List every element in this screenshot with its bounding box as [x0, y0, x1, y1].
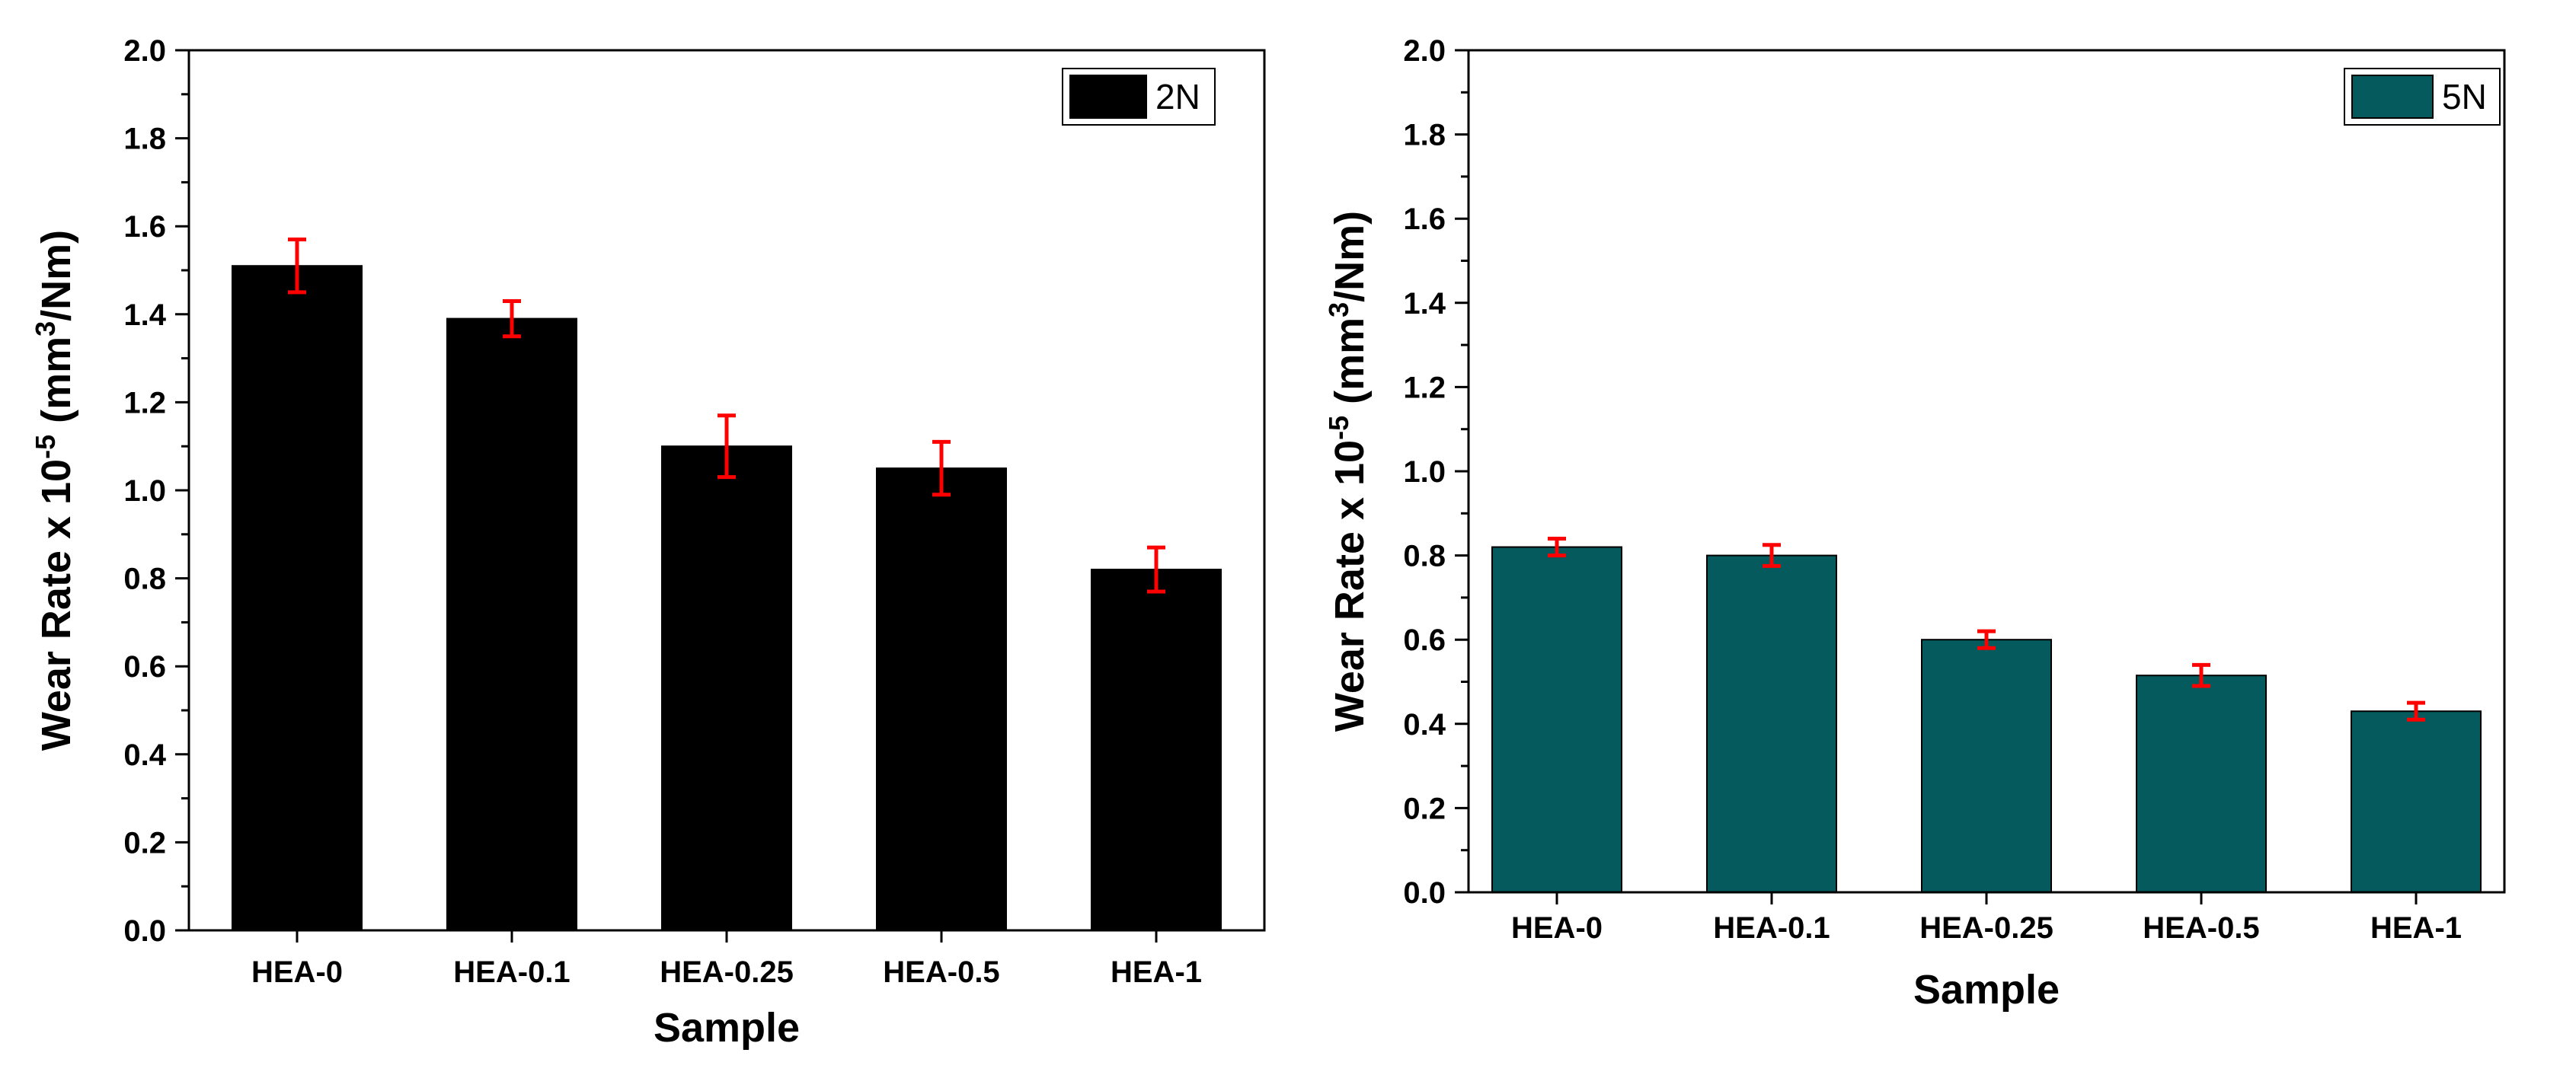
y-axis-title: Wear Rate x 10-5 (mm3/Nm) [1323, 211, 1373, 732]
x-category-label: HEA-0 [251, 955, 343, 989]
y-tick-label: 1.6 [1403, 203, 1446, 236]
y-tick-label: 1.8 [123, 123, 166, 156]
legend-swatch [2351, 75, 2434, 119]
y-tick-label: 1.0 [1403, 455, 1446, 489]
y-tick-label: 0.0 [1403, 876, 1446, 910]
x-axis-title: Sample [654, 1005, 800, 1051]
y-axis-title-unit-end: /Nm) [1327, 211, 1373, 302]
x-category-label: HEA-0.5 [883, 955, 999, 989]
y-tick-label: 0.2 [1403, 792, 1446, 825]
x-category-label: HEA-1 [1111, 955, 1202, 989]
y-tick-label: 1.2 [123, 386, 166, 419]
bar [1921, 639, 2052, 893]
bar [876, 467, 1007, 931]
y-tick-label: 1.2 [1403, 371, 1446, 404]
y-tick-label: 1.6 [123, 210, 166, 244]
x-category-label: HEA-0.1 [1713, 911, 1830, 945]
y-axis-title-exponent: -5 [30, 435, 61, 459]
y-tick-label: 0.8 [1403, 540, 1446, 573]
bar [446, 317, 577, 931]
y-axis-title-exponent: -5 [1323, 416, 1354, 440]
y-tick-label: 0.0 [123, 914, 166, 948]
x-category-label: HEA-0.1 [453, 955, 570, 989]
y-tick-label: 1.4 [123, 298, 166, 332]
y-axis-title-unit-exponent: 3 [1323, 302, 1354, 317]
legend-label: 2N [1155, 77, 1200, 116]
y-tick-label: 2.0 [123, 34, 166, 68]
y-axis-title-unit: (mm [1327, 317, 1373, 416]
bar [1706, 554, 1837, 893]
x-category-label: HEA-1 [2370, 911, 2462, 945]
bar [1091, 569, 1222, 931]
x-category-label: HEA-0.25 [1919, 911, 2053, 945]
y-tick-label: 0.4 [1403, 708, 1446, 742]
y-tick-label: 0.8 [123, 563, 166, 596]
legend-label: 5N [2442, 77, 2487, 116]
bar [661, 445, 792, 931]
legend-swatch [1069, 75, 1147, 119]
bar [2136, 675, 2267, 894]
x-category-label: HEA-0 [1511, 911, 1603, 945]
y-axis-title-unit-exponent: 3 [30, 321, 61, 337]
y-tick-label: 1.4 [1403, 287, 1446, 321]
y-axis-title-main: Wear Rate x 10 [1327, 440, 1373, 732]
y-tick-label: 0.6 [123, 650, 166, 684]
x-category-label: HEA-0.25 [660, 955, 794, 989]
bar [1491, 546, 1622, 893]
x-category-label: HEA-0.5 [2143, 911, 2259, 945]
y-axis-title-unit: (mm [34, 337, 79, 435]
y-tick-label: 0.6 [1403, 624, 1446, 657]
y-tick-label: 2.0 [1403, 34, 1446, 68]
x-axis-title: Sample [1913, 967, 2060, 1013]
y-axis-title-unit-end: /Nm) [34, 230, 79, 321]
y-tick-label: 0.4 [123, 738, 166, 772]
y-tick-label: 0.2 [123, 826, 166, 860]
y-tick-label: 1.8 [1403, 119, 1446, 152]
chart-5n: 0.0 0.2 0.4 0.6 0.8 1.0 1.2 1.4 1.6 1.8 2.0 HEA-0 HE… [1323, 34, 2506, 1013]
bar [2351, 710, 2482, 894]
y-axis-title: Wear Rate x 10-5 (mm3/Nm) [30, 230, 79, 751]
y-axis-title-main: Wear Rate x 10 [34, 459, 79, 751]
plot-frame [1467, 49, 2506, 894]
y-tick-label: 1.0 [123, 474, 166, 508]
chart-2n: 0.0 0.2 0.4 0.6 0.8 1.0 1.2 1.4 1.6 1.8 2.0 HEA-0 HE… [30, 34, 1266, 1051]
plot-frame [187, 49, 1266, 932]
bar [232, 265, 363, 932]
